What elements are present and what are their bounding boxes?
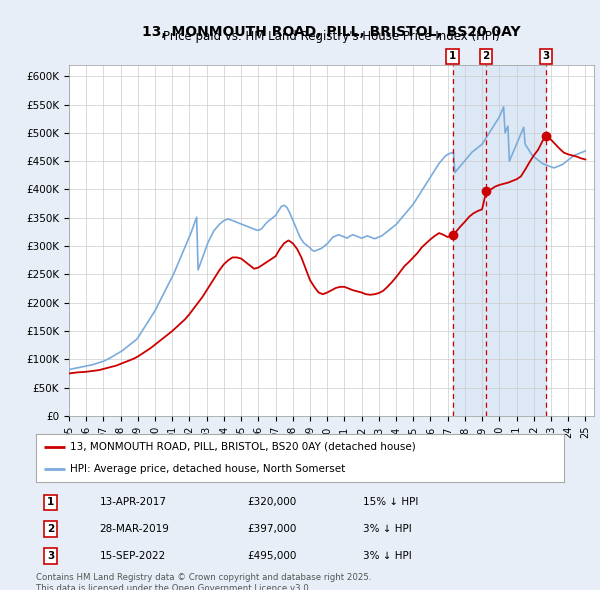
Text: Contains HM Land Registry data © Crown copyright and database right 2025.
This d: Contains HM Land Registry data © Crown c… [36,573,371,590]
Text: 28-MAR-2019: 28-MAR-2019 [100,525,169,535]
Text: 2: 2 [47,525,55,535]
Text: £495,000: £495,000 [247,551,296,561]
Title: Price paid vs. HM Land Registry's House Price Index (HPI): Price paid vs. HM Land Registry's House … [163,30,500,43]
Text: 15-SEP-2022: 15-SEP-2022 [100,551,166,561]
Text: 13, MONMOUTH ROAD, PILL, BRISTOL, BS20 0AY: 13, MONMOUTH ROAD, PILL, BRISTOL, BS20 0… [142,25,521,38]
Text: 3: 3 [542,51,550,61]
Text: 2: 2 [482,51,490,61]
Text: 15% ↓ HPI: 15% ↓ HPI [364,497,419,507]
Text: 1: 1 [47,497,55,507]
Bar [452,65,546,416]
Text: £397,000: £397,000 [247,525,296,535]
Text: £320,000: £320,000 [247,497,296,507]
Text: 3% ↓ HPI: 3% ↓ HPI [364,525,412,535]
Text: 3% ↓ HPI: 3% ↓ HPI [364,551,412,561]
Text: 13, MONMOUTH ROAD, PILL, BRISTOL, BS20 0AY (detached house): 13, MONMOUTH ROAD, PILL, BRISTOL, BS20 0… [70,442,416,452]
Text: 1: 1 [449,51,456,61]
Text: 13-APR-2017: 13-APR-2017 [100,497,166,507]
Text: HPI: Average price, detached house, North Somerset: HPI: Average price, detached house, Nort… [70,464,346,474]
Text: 3: 3 [47,551,55,561]
